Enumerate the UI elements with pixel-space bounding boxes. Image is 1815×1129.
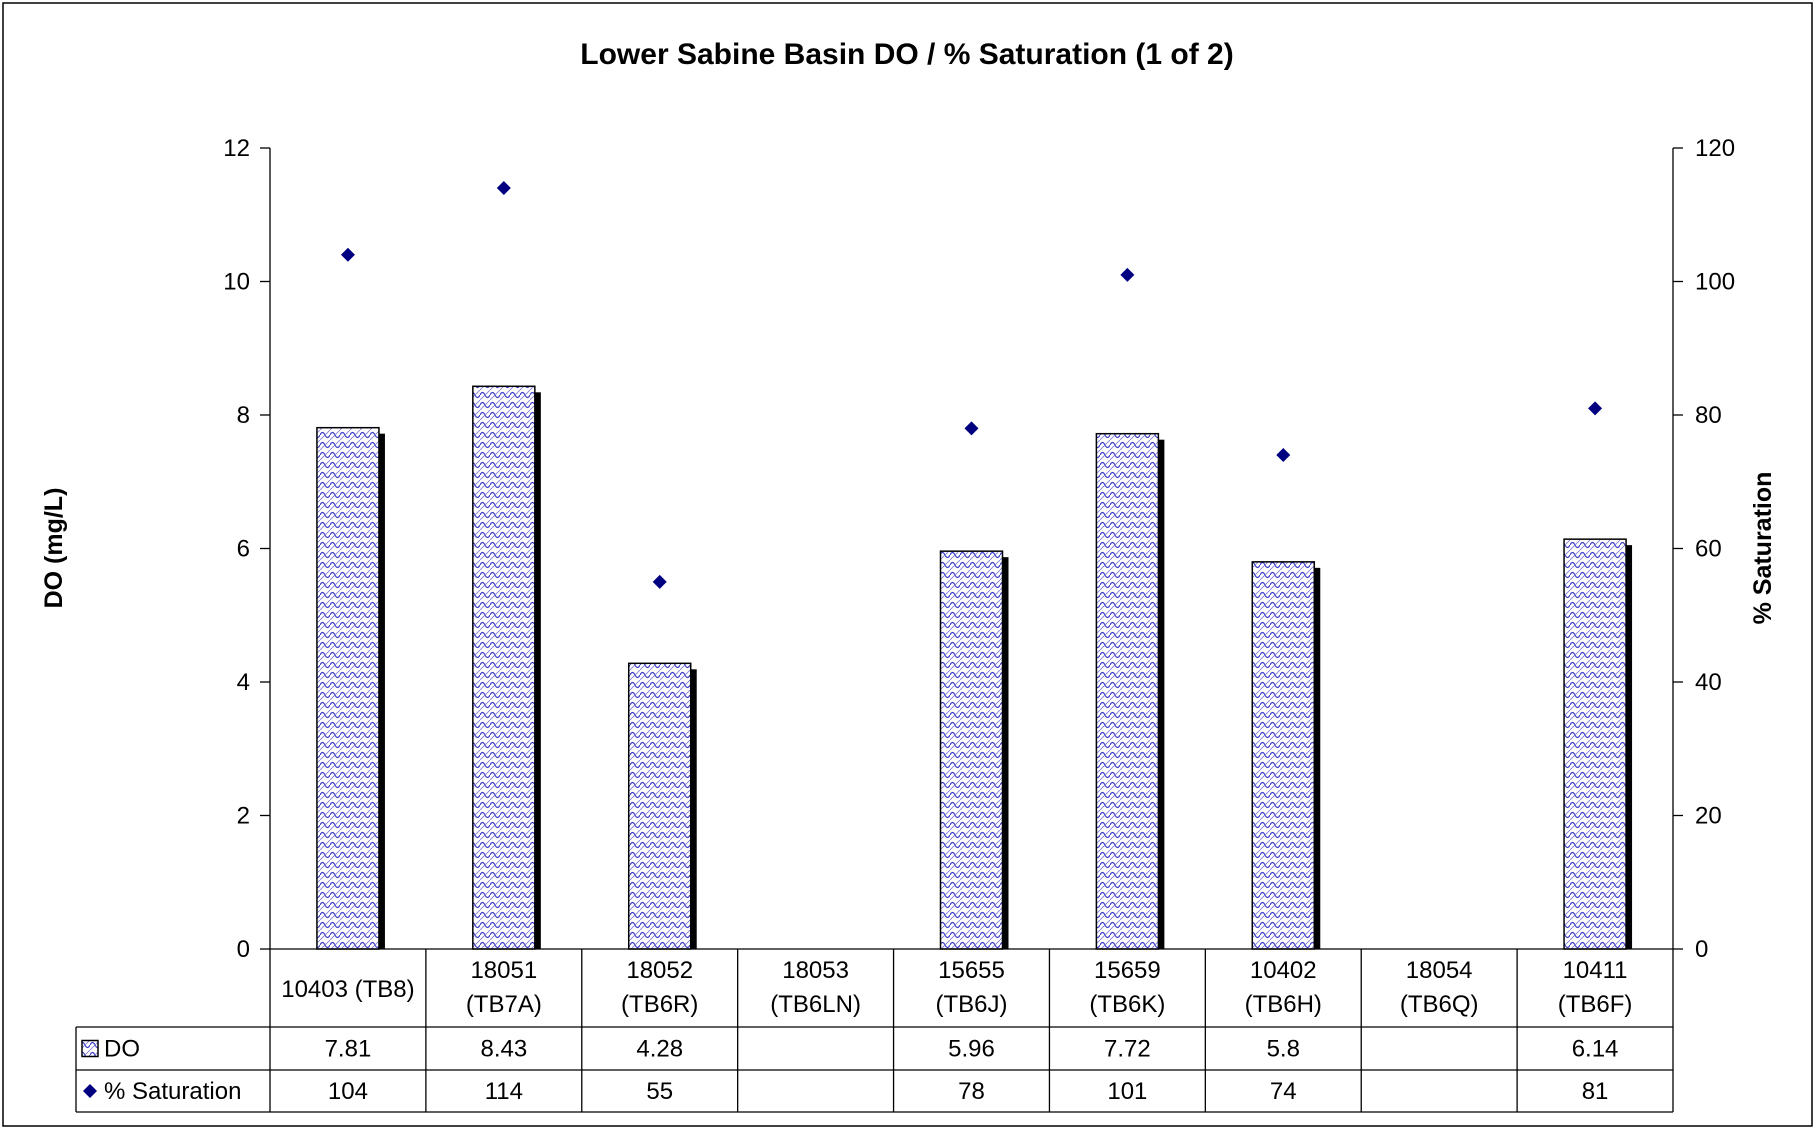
- category-label: 18051: [470, 957, 537, 984]
- y2-tick-label: 40: [1695, 669, 1722, 696]
- data-label-do: 7.72: [1104, 1036, 1151, 1063]
- category-label: (TB6F): [1558, 991, 1633, 1018]
- legend-key-do: [81, 1039, 99, 1058]
- y-tick-label: 8: [237, 402, 250, 429]
- data-label-saturation: 74: [1270, 1078, 1297, 1105]
- data-label-saturation: 104: [328, 1078, 368, 1105]
- data-label-do: 4.28: [636, 1036, 683, 1063]
- y2-tick-label: 0: [1695, 936, 1708, 963]
- y2-tick-label: 20: [1695, 803, 1722, 830]
- bar-do: [1251, 561, 1316, 950]
- category-label: (TB6R): [621, 991, 698, 1018]
- data-label-do: 5.96: [948, 1036, 995, 1063]
- bar-do: [1095, 432, 1160, 950]
- category-label: (TB6K): [1089, 991, 1165, 1018]
- y-axis-title: DO (mg/L): [40, 488, 68, 609]
- y2-axis-title: % Saturation: [1749, 472, 1777, 625]
- y-tick-label: 10: [223, 269, 250, 296]
- y2-tick-label: 80: [1695, 402, 1722, 429]
- marker-saturation: [340, 247, 355, 262]
- legend-label-do: DO: [104, 1036, 140, 1063]
- category-label: 18054: [1406, 957, 1473, 984]
- category-label: 10402: [1250, 957, 1317, 984]
- data-label-saturation: 78: [958, 1078, 985, 1105]
- data-label-saturation: 114: [485, 1078, 523, 1105]
- category-label: 15659: [1094, 957, 1161, 984]
- y-tick-label: 4: [237, 669, 250, 696]
- chart-title: Lower Sabine Basin DO / % Saturation (1 …: [580, 38, 1233, 71]
- y-tick-label: 12: [223, 135, 250, 162]
- data-label-do: 6.14: [1572, 1036, 1619, 1063]
- category-label: 18052: [626, 957, 693, 984]
- bar-do: [1563, 538, 1627, 950]
- bar-do: [316, 426, 380, 950]
- bar-do: [627, 662, 692, 950]
- category-label: (TB7A): [466, 991, 542, 1018]
- marker-saturation: [1276, 448, 1291, 463]
- y-tick-label: 2: [237, 803, 250, 830]
- category-label: (TB6Q): [1400, 991, 1479, 1018]
- marker-saturation: [964, 421, 979, 436]
- marker-saturation: [496, 181, 511, 196]
- y2-tick-label: 60: [1695, 536, 1722, 563]
- data-label-saturation: 101: [1107, 1078, 1147, 1105]
- legend-label-saturation: % Saturation: [104, 1078, 241, 1105]
- bar-do: [939, 550, 1004, 950]
- data-label-do: 7.81: [325, 1036, 372, 1063]
- marker-saturation: [1588, 401, 1603, 416]
- y-tick-label: 0: [237, 936, 250, 963]
- data-label-do: 5.8: [1267, 1036, 1300, 1063]
- data-label-saturation: 81: [1582, 1078, 1609, 1105]
- category-label: 10403 (TB8): [281, 976, 414, 1003]
- category-label: 18053: [782, 957, 849, 984]
- legend-key-saturation: [83, 1084, 97, 1098]
- marker-saturation: [1120, 267, 1135, 282]
- bar-do: [472, 385, 536, 950]
- y2-tick-label: 100: [1695, 269, 1735, 296]
- category-label: 15655: [938, 957, 1005, 984]
- data-label-saturation: 55: [646, 1078, 673, 1105]
- category-label: (TB6H): [1245, 991, 1322, 1018]
- category-label: (TB6J): [936, 991, 1008, 1018]
- y-tick-label: 6: [237, 536, 250, 563]
- category-label: 10411: [1563, 957, 1628, 984]
- data-label-do: 8.43: [480, 1036, 527, 1063]
- marker-saturation: [652, 574, 667, 589]
- y2-tick-label: 120: [1695, 135, 1735, 162]
- category-label: (TB6LN): [770, 991, 861, 1018]
